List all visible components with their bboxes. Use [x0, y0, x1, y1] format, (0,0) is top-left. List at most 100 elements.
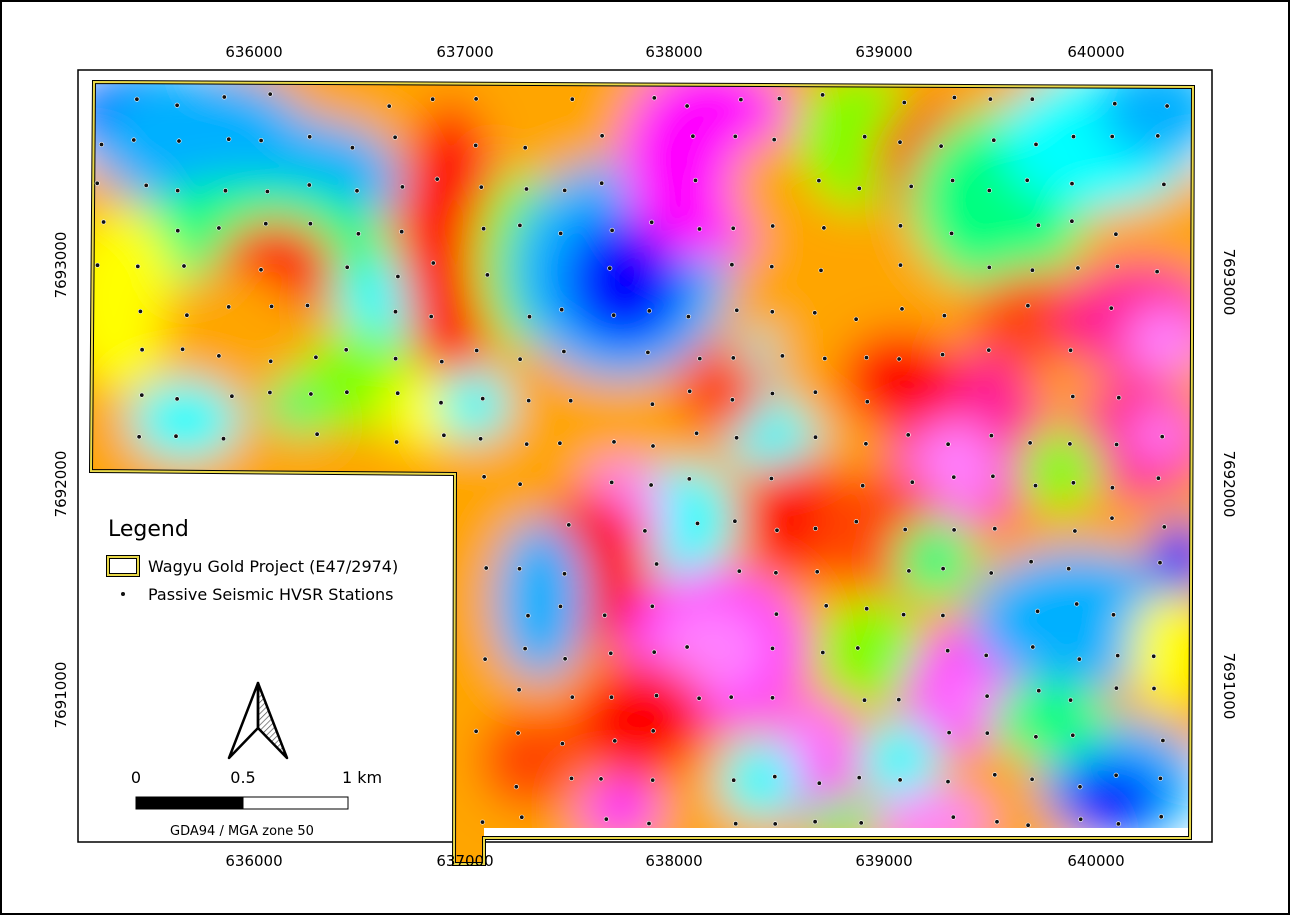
hvsr-station	[441, 432, 447, 438]
hvsr-station	[608, 650, 614, 656]
hvsr-station	[135, 263, 141, 269]
raster-blob	[565, 215, 685, 345]
hvsr-station	[733, 821, 739, 827]
hvsr-station	[569, 96, 575, 102]
hvsr-station	[314, 431, 320, 437]
raster-blob	[400, 100, 500, 380]
hvsr-station	[769, 309, 775, 315]
hvsr-station	[519, 814, 525, 820]
hvsr-station	[101, 219, 107, 225]
hvsr-station	[1035, 608, 1041, 614]
hvsr-station	[480, 396, 486, 402]
hvsr-station	[769, 695, 775, 701]
hvsr-station	[264, 189, 270, 195]
hvsr-station	[938, 143, 944, 149]
hvsr-station	[131, 137, 137, 143]
x-axis-top: 636000 637000 638000 639000 640000	[225, 43, 1124, 61]
hvsr-station	[226, 304, 232, 310]
hvsr-station	[773, 611, 779, 617]
raster-blob	[935, 665, 985, 725]
hvsr-station	[517, 481, 523, 487]
hvsr-station	[1036, 688, 1042, 694]
hvsr-station	[690, 133, 696, 139]
hvsr-station	[1076, 656, 1082, 662]
hvsr-station	[526, 398, 532, 404]
hvsr-station	[137, 308, 143, 314]
hvsr-station	[987, 96, 993, 102]
station-points	[94, 91, 1170, 828]
hvsr-station	[1068, 347, 1074, 353]
hvsr-station	[473, 728, 479, 734]
x-tick-bottom-639000: 639000	[855, 852, 912, 870]
hvsr-station	[769, 645, 775, 651]
hvsr-station	[557, 603, 563, 609]
hvsr-station	[181, 263, 187, 269]
hvsr-station	[394, 439, 400, 445]
hvsr-station	[1154, 269, 1160, 275]
hvsr-station	[599, 133, 605, 139]
hvsr-station	[908, 183, 914, 189]
x-tick-top-636000: 636000	[225, 43, 282, 61]
hvsr-station	[603, 816, 609, 822]
hvsr-station	[863, 355, 869, 361]
scale-segment-white	[242, 796, 349, 810]
hvsr-station	[1161, 181, 1167, 187]
hvsr-station	[897, 139, 903, 145]
legend-project-swatch-outline	[106, 555, 140, 577]
hvsr-station	[940, 352, 946, 358]
hvsr-station	[399, 184, 405, 190]
hvsr-station	[608, 694, 614, 700]
crs-label: GDA94 / MGA zone 50	[170, 824, 314, 839]
hvsr-station	[654, 561, 660, 567]
hvsr-station	[853, 316, 859, 322]
hvsr-station	[684, 644, 690, 650]
hvsr-station	[899, 306, 905, 312]
hvsr-station	[646, 308, 652, 314]
hvsr-station	[263, 221, 269, 227]
hvsr-station	[434, 176, 440, 182]
hvsr-station	[940, 566, 946, 572]
hvsr-station	[568, 398, 574, 404]
raster-blob	[990, 680, 1110, 760]
hvsr-station	[557, 440, 563, 446]
x-tick-top-637000: 637000	[436, 43, 493, 61]
hvsr-station	[1025, 822, 1031, 828]
hvsr-station	[734, 435, 740, 441]
hvsr-station	[1108, 305, 1114, 311]
hvsr-station	[856, 185, 862, 191]
hvsr-station	[473, 96, 479, 102]
hvsr-station	[524, 441, 530, 447]
y-tick-right-7691000: 7691000	[1220, 653, 1238, 720]
hvsr-station	[649, 603, 655, 609]
hvsr-station	[1157, 560, 1163, 566]
raster-blob	[1130, 410, 1190, 460]
hvsr-station	[992, 772, 998, 778]
hvsr-station	[559, 741, 565, 747]
hvsr-station	[728, 694, 734, 700]
hvsr-station	[685, 314, 691, 320]
hvsr-station	[940, 612, 946, 618]
hvsr-station	[143, 182, 149, 188]
hvsr-station	[1033, 483, 1039, 489]
hvsr-station	[649, 219, 655, 225]
hvsr-station	[522, 646, 528, 652]
hvsr-station	[946, 730, 952, 736]
hvsr-station	[694, 430, 700, 436]
hvsr-station	[906, 568, 912, 574]
hvsr-station	[951, 527, 957, 533]
hvsr-station	[307, 221, 313, 227]
raster-blob	[785, 710, 835, 770]
hvsr-station	[730, 355, 736, 361]
hvsr-station	[812, 434, 818, 440]
hvsr-station	[482, 656, 488, 662]
hvsr-station	[951, 474, 957, 480]
hvsr-station	[517, 222, 523, 228]
hvsr-station	[983, 652, 989, 658]
hvsr-station	[568, 775, 574, 781]
hvsr-station	[1112, 101, 1118, 107]
hvsr-station	[731, 777, 737, 783]
hvsr-station	[651, 649, 657, 655]
hvsr-station	[523, 186, 529, 192]
hvsr-station	[863, 441, 869, 447]
